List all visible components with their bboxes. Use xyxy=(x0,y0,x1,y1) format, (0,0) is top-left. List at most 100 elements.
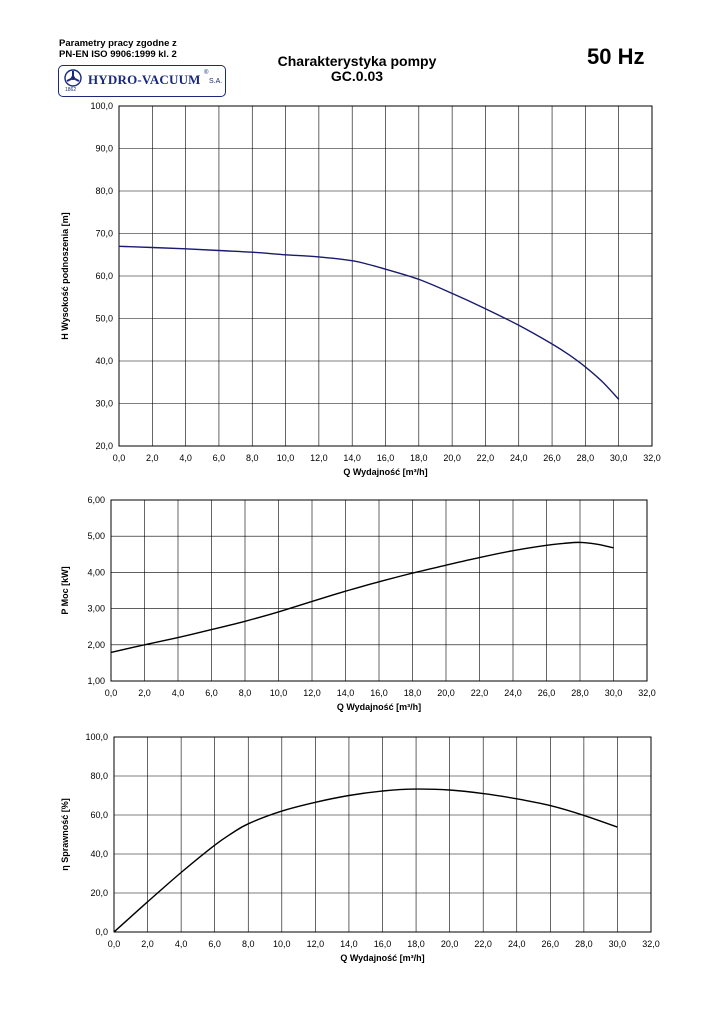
title-line-1: Charakterystyka pompy xyxy=(277,53,437,69)
eta-y-axis-title: η Sprawność [%] xyxy=(60,798,70,871)
p-y-tick-label: 4,00 xyxy=(87,567,105,577)
eta-y-tick-label: 0,0 xyxy=(95,927,108,937)
h-x-tick-label: 28,0 xyxy=(577,453,595,463)
eta-y-tick-label: 100,0 xyxy=(85,732,108,742)
h-x-tick-label: 20,0 xyxy=(443,453,461,463)
efficiency-chart: 0,0 2,0 4,0 6,0 8,0 10,0 12,0 14,0 16,0 18,0 20,0 2… xyxy=(0,728,724,974)
h-x-tick-label: 6,0 xyxy=(213,453,226,463)
p-svg: 0,0 2,0 4,0 6,0 8,0 10,0 12,0 14,0 16,0 18,0 20,0 2… xyxy=(60,495,656,712)
p-y-tick-label: 2,00 xyxy=(87,640,105,650)
p-x-tick-label: 4,0 xyxy=(172,688,185,698)
head-chart: 0,0 2,0 4,0 6,0 8,0 10,0 12,0 14,0 16,0 18,0 20,0 2… xyxy=(0,98,724,490)
eta-y-tick-label: 80,0 xyxy=(90,771,108,781)
h-y-tick-label: 40,0 xyxy=(95,356,113,366)
eta-x-tick-label: 32,0 xyxy=(642,939,660,949)
p-x-tick-label: 18,0 xyxy=(404,688,422,698)
p-x-tick-label: 20,0 xyxy=(437,688,455,698)
h-x-tick-label: 12,0 xyxy=(310,453,328,463)
eta-x-tick-label: 16,0 xyxy=(374,939,392,949)
h-x-tick-label: 24,0 xyxy=(510,453,528,463)
h-y-tick-label: 100,0 xyxy=(90,101,113,111)
h-x-tick-label: 32,0 xyxy=(643,453,661,463)
eta-x-tick-label: 18,0 xyxy=(407,939,425,949)
eta-x-tick-label: 28,0 xyxy=(575,939,593,949)
eta-x-tick-label: 22,0 xyxy=(474,939,492,949)
p-x-tick-label: 28,0 xyxy=(571,688,589,698)
eta-grid xyxy=(113,736,652,933)
title-line-2: GC.0.03 xyxy=(330,68,384,84)
h-grid xyxy=(118,105,653,447)
logo-name: HYDRO-VACUUM xyxy=(88,72,201,87)
logo-emblem-icon xyxy=(64,69,82,87)
p-curve-line xyxy=(110,541,614,654)
h-x-tick-label: 16,0 xyxy=(377,453,395,463)
p-x-tick-label: 12,0 xyxy=(303,688,321,698)
h-y-tick-label: 70,0 xyxy=(95,229,113,239)
p-x-tick-label: 30,0 xyxy=(605,688,623,698)
standard-line-2: PN-EN ISO 9906:1999 kl. 2 xyxy=(59,49,177,60)
logo-suffix: S.A. xyxy=(209,78,223,85)
p-x-tick-label: 22,0 xyxy=(471,688,489,698)
eta-y-tick-label: 40,0 xyxy=(90,849,108,859)
standard-line-1: Parametry pracy zgodne z xyxy=(59,38,177,49)
h-x-tick-label: 22,0 xyxy=(477,453,495,463)
h-x-tick-label: 26,0 xyxy=(543,453,561,463)
eta-x-tick-label: 30,0 xyxy=(609,939,627,949)
p-grid xyxy=(110,499,648,682)
h-x-tick-label: 8,0 xyxy=(246,453,259,463)
p-y-axis-title: P Moc [kW] xyxy=(60,566,70,614)
p-y-tick-label: 5,00 xyxy=(87,531,105,541)
eta-x-tick-label: 14,0 xyxy=(340,939,358,949)
h-y-tick-label: 80,0 xyxy=(95,186,113,196)
h-x-tick-label: 14,0 xyxy=(343,453,361,463)
p-x-tick-label: 26,0 xyxy=(538,688,556,698)
p-x-axis-title: Q Wydajność [m³/h] xyxy=(337,702,421,712)
eta-y-tick-label: 60,0 xyxy=(90,810,108,820)
frequency-label: 50 Hz xyxy=(587,44,645,69)
eta-x-tick-label: 8,0 xyxy=(242,939,255,949)
h-plot-frame xyxy=(118,105,653,447)
p-x-tick-label: 0,0 xyxy=(105,688,118,698)
h-x-tick-label: 0,0 xyxy=(113,453,126,463)
company-logo: 1862 HYDRO-VACUUM ® S.A. xyxy=(58,65,226,97)
h-x-tick-label: 4,0 xyxy=(179,453,192,463)
p-x-tick-label: 16,0 xyxy=(370,688,388,698)
p-x-tick-label: 2,0 xyxy=(138,688,151,698)
p-x-tick-label: 14,0 xyxy=(337,688,355,698)
eta-x-axis-title: Q Wydajność [m³/h] xyxy=(340,953,424,963)
h-curve-line xyxy=(118,245,620,400)
eta-plot-frame xyxy=(113,736,652,933)
eta-x-tick-label: 2,0 xyxy=(141,939,154,949)
p-x-tick-label: 32,0 xyxy=(638,688,656,698)
eta-y-tick-label: 20,0 xyxy=(90,888,108,898)
h-svg: 0,0 2,0 4,0 6,0 8,0 10,0 12,0 14,0 16,0 18,0 20,0 2… xyxy=(60,101,661,477)
eta-x-tick-label: 6,0 xyxy=(208,939,221,949)
eta-x-tick-label: 26,0 xyxy=(542,939,560,949)
p-y-tick-label: 3,00 xyxy=(87,604,105,614)
eta-x-tick-label: 4,0 xyxy=(175,939,188,949)
p-x-tick-label: 24,0 xyxy=(504,688,522,698)
standard-note: Parametry pracy zgodne z PN-EN ISO 9906:… xyxy=(59,38,177,60)
logo-year: 1862 xyxy=(65,87,77,93)
h-x-tick-label: 2,0 xyxy=(146,453,159,463)
h-x-tick-label: 10,0 xyxy=(277,453,295,463)
eta-x-tick-label: 0,0 xyxy=(108,939,121,949)
h-x-tick-label: 30,0 xyxy=(610,453,628,463)
eta-x-tick-label: 24,0 xyxy=(508,939,526,949)
h-y-tick-label: 90,0 xyxy=(95,144,113,154)
h-y-tick-label: 30,0 xyxy=(95,399,113,409)
h-x-tick-label: 18,0 xyxy=(410,453,428,463)
p-x-tick-label: 8,0 xyxy=(239,688,252,698)
eta-x-tick-label: 20,0 xyxy=(441,939,459,949)
eta-x-tick-label: 10,0 xyxy=(273,939,291,949)
p-y-tick-label: 1,00 xyxy=(87,676,105,686)
h-y-tick-label: 50,0 xyxy=(95,314,113,324)
h-y-axis-title: H Wysokość podnoszenia [m] xyxy=(60,212,70,339)
h-x-axis-title: Q Wydajność [m³/h] xyxy=(343,467,427,477)
h-y-tick-label: 60,0 xyxy=(95,271,113,281)
registered-mark-icon: ® xyxy=(204,70,209,76)
eta-curve-line xyxy=(113,788,618,933)
page-title: Charakterystyka pompy GC.0.03 xyxy=(257,54,457,84)
power-chart: 0,0 2,0 4,0 6,0 8,0 10,0 12,0 14,0 16,0 18,0 20,0 2… xyxy=(0,492,724,722)
p-y-tick-label: 6,00 xyxy=(87,495,105,505)
